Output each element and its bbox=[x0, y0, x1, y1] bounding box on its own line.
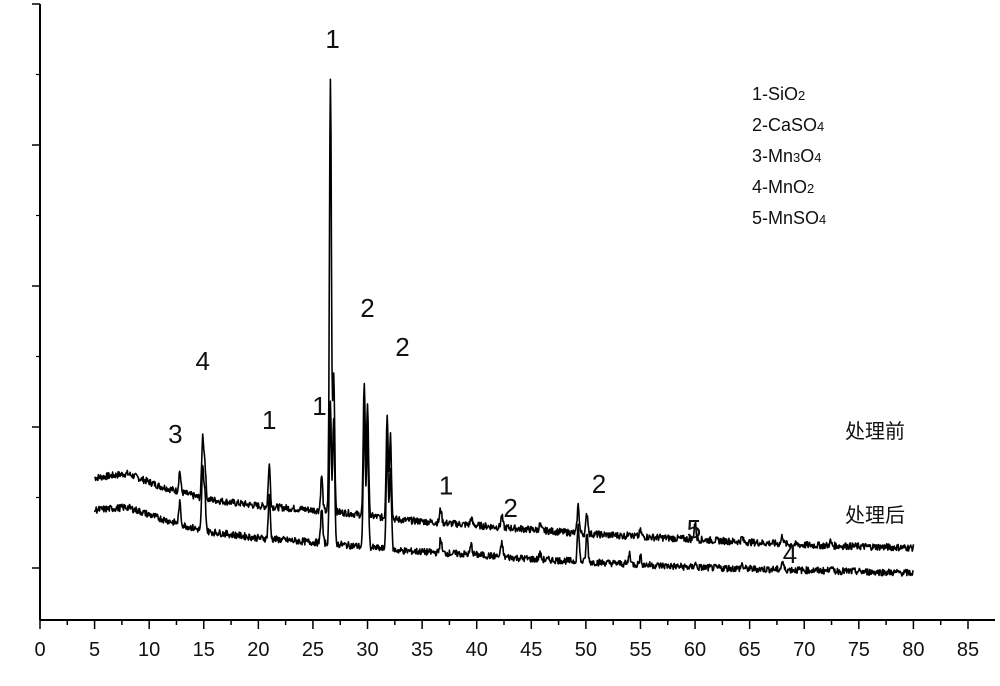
legend-entry: 4-MnO2 bbox=[752, 177, 814, 197]
legend-entry: 2-CaSO4 bbox=[752, 115, 824, 135]
x-tick-label: 40 bbox=[466, 639, 488, 661]
peak-label: 4 bbox=[195, 346, 209, 376]
x-tick-labels: 0 5 10 15 20 25 30 35 40 45 50 55 60 65 70 75 80 85 bbox=[34, 639, 979, 661]
x-tick-label: 55 bbox=[629, 639, 651, 661]
x-tick-label: 30 bbox=[356, 639, 378, 661]
series-name-label: 处理前 bbox=[845, 420, 905, 443]
peak-label: 1 bbox=[312, 391, 326, 421]
tick-marks bbox=[32, 4, 968, 629]
legend-entry: 1-SiO2 bbox=[752, 84, 805, 104]
x-tick-label: 75 bbox=[848, 639, 870, 661]
peak-label: 2 bbox=[592, 469, 606, 499]
x-tick-label: 15 bbox=[193, 639, 215, 661]
x-tick-label: 25 bbox=[302, 639, 324, 661]
peak-label: 2 bbox=[395, 332, 409, 362]
x-tick-label: 60 bbox=[684, 639, 706, 661]
x-tick-label: 45 bbox=[520, 639, 542, 661]
peak-label: 5 bbox=[687, 514, 701, 544]
x-tick-label: 65 bbox=[739, 639, 761, 661]
x-tick-label: 5 bbox=[89, 639, 100, 661]
legend-entry: 3-Mn3O4 bbox=[752, 146, 822, 166]
x-tick-label: 0 bbox=[34, 639, 45, 661]
peak-label: 1 bbox=[325, 24, 339, 54]
peak-label: 4 bbox=[783, 539, 797, 569]
peak-label: 2 bbox=[360, 293, 374, 323]
x-tick-label: 50 bbox=[575, 639, 597, 661]
series-name-label: 处理后 bbox=[845, 504, 905, 527]
peak-label: 2 bbox=[503, 493, 517, 523]
series-labels: 处理前处理后 bbox=[845, 420, 905, 527]
x-tick-label: 70 bbox=[793, 639, 815, 661]
legend: 1-SiO2 2-CaSO4 3-Mn3O4 4-MnO2 5-MnSO4 bbox=[752, 84, 826, 228]
x-tick-label: 35 bbox=[411, 639, 433, 661]
x-tick-label: 10 bbox=[138, 639, 160, 661]
peak-label: 3 bbox=[168, 419, 182, 449]
x-tick-label: 85 bbox=[957, 639, 979, 661]
peak-label: 1 bbox=[439, 471, 453, 501]
peak-label: 1 bbox=[262, 405, 276, 435]
legend-entry: 5-MnSO4 bbox=[752, 208, 826, 228]
x-tick-label: 80 bbox=[902, 639, 924, 661]
x-tick-label: 20 bbox=[247, 639, 269, 661]
peak-labels: 143112212254 bbox=[168, 24, 797, 569]
